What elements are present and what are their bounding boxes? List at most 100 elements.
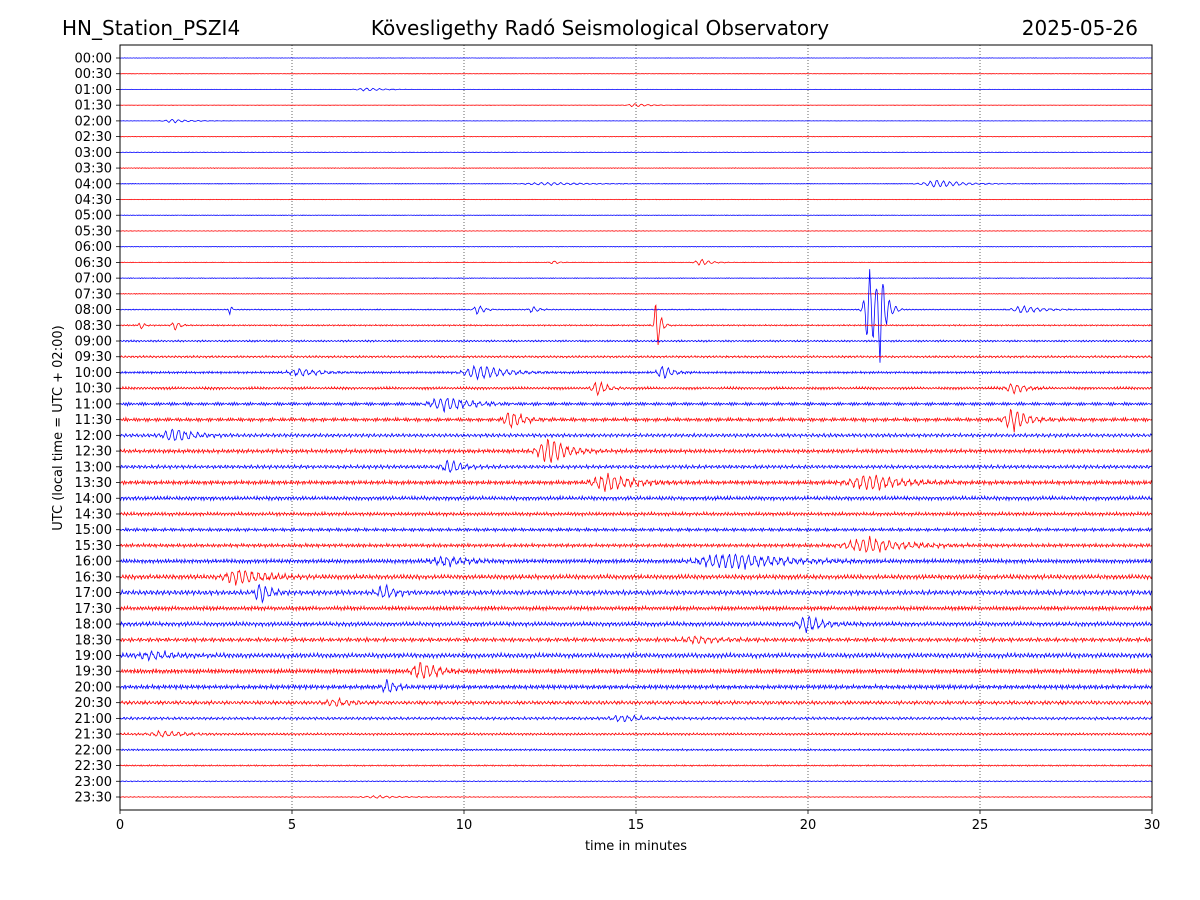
x-axis-label: time in minutes [585,839,687,854]
xtick-label: 0 [116,818,124,833]
ytick-label: 01:00 [75,83,112,98]
trace-0130 [119,103,1153,108]
ytick-label: 16:00 [75,555,112,570]
xtick-label: 10 [456,818,473,833]
ytick-label: 10:00 [75,366,112,381]
ytick-label: 00:00 [75,52,112,67]
trace-0730 [119,292,1153,295]
ytick-label: 06:30 [75,256,112,271]
ytick-label: 04:30 [75,193,112,208]
trace-1730 [119,604,1153,612]
trace-1430 [119,510,1153,518]
ytick-label: 22:00 [75,743,112,758]
ytick-label: 21:30 [75,728,112,743]
ytick-label: 07:00 [75,272,112,287]
ytick-label: 19:30 [75,665,112,680]
trace-0930 [119,354,1153,359]
trace-0630 [119,258,1153,266]
ytick-label: 11:30 [75,413,112,428]
ytick-label: 15:00 [75,523,112,538]
trace-0300 [119,151,1153,154]
ytick-label: 12:30 [75,445,112,460]
trace-2230 [119,764,1153,768]
trace-0900 [119,339,1152,343]
ytick-label: 05:00 [75,209,112,224]
trace-1900 [120,650,1153,662]
ytick-label: 02:30 [75,130,112,145]
trace-1130 [119,408,1153,433]
ytick-label: 16:30 [75,570,112,585]
ytick-label: 13:30 [75,476,112,491]
trace-0330 [119,167,1153,170]
ytick-label: 01:30 [75,99,112,114]
trace-0830 [119,304,1153,346]
trace-1300 [119,459,1153,474]
ytick-label: 17:30 [75,602,112,617]
trace-1830 [119,635,1153,646]
trace-1800 [119,615,1153,633]
station-name: HN_Station_PSZI4 [62,16,241,40]
xtick-label: 15 [628,818,645,833]
trace-1230 [119,438,1153,463]
ytick-label: 12:00 [75,429,112,444]
trace-2100 [119,714,1153,723]
ytick-label: 15:30 [75,539,112,554]
ytick-label: 18:00 [75,618,112,633]
ytick-label: 14:00 [75,492,112,507]
trace-1200 [119,428,1153,441]
trace-0430 [119,198,1153,201]
ytick-label: 23:00 [75,775,112,790]
ytick-label: 09:00 [75,335,112,350]
trace-1930 [119,662,1153,679]
ytick-label: 03:30 [75,162,112,177]
xtick-label: 5 [288,818,296,833]
ytick-label: 11:00 [75,397,112,412]
trace-1030 [119,380,1153,397]
trace-2300 [119,780,1153,783]
xtick-label: 30 [1144,818,1161,833]
ytick-label: 08:00 [75,303,112,318]
trace-1330 [119,472,1153,492]
trace-1630 [119,569,1153,586]
ytick-label: 17:00 [75,586,112,601]
ytick-label: 06:00 [75,240,112,255]
trace-0230 [119,135,1153,138]
trace-0600 [119,245,1153,248]
trace-1600 [119,553,1153,570]
ytick-label: 07:30 [75,287,112,302]
xtick-label: 25 [972,818,989,833]
trace-0800 [119,269,1153,363]
ytick-label: 00:30 [75,67,112,82]
trace-0200 [120,118,1153,124]
trace-2130 [119,729,1153,738]
ytick-label: 04:00 [75,177,112,192]
trace-0500 [119,214,1152,216]
ytick-label: 08:30 [75,319,112,334]
ytick-label: 13:00 [75,460,112,475]
ytick-label: 21:00 [75,712,112,727]
ytick-label: 18:30 [75,633,112,648]
trace-1500 [119,526,1153,533]
y-axis-label: UTC (local time = UTC + 02:00) [51,325,66,530]
ytick-label: 22:30 [75,759,112,774]
ytick-label: 05:30 [75,224,112,239]
trace-1530 [119,535,1153,553]
trace-1700 [119,583,1153,604]
trace-0100 [119,87,1153,92]
trace-1400 [119,494,1153,502]
trace-2330 [119,794,1153,799]
ytick-label: 20:00 [75,680,112,695]
ytick-label: 02:00 [75,114,112,129]
trace-2200 [119,747,1153,752]
ytick-label: 19:00 [75,649,112,664]
ytick-label: 23:30 [75,791,112,806]
xtick-label: 20 [800,818,817,833]
trace-0400 [119,180,1153,188]
trace-0530 [119,230,1153,232]
ytick-label: 03:00 [75,146,112,161]
trace-2000 [119,679,1153,694]
trace-2030 [119,696,1153,707]
ytick-label: 10:30 [75,382,112,397]
record-date: 2025-05-26 [1021,16,1138,40]
